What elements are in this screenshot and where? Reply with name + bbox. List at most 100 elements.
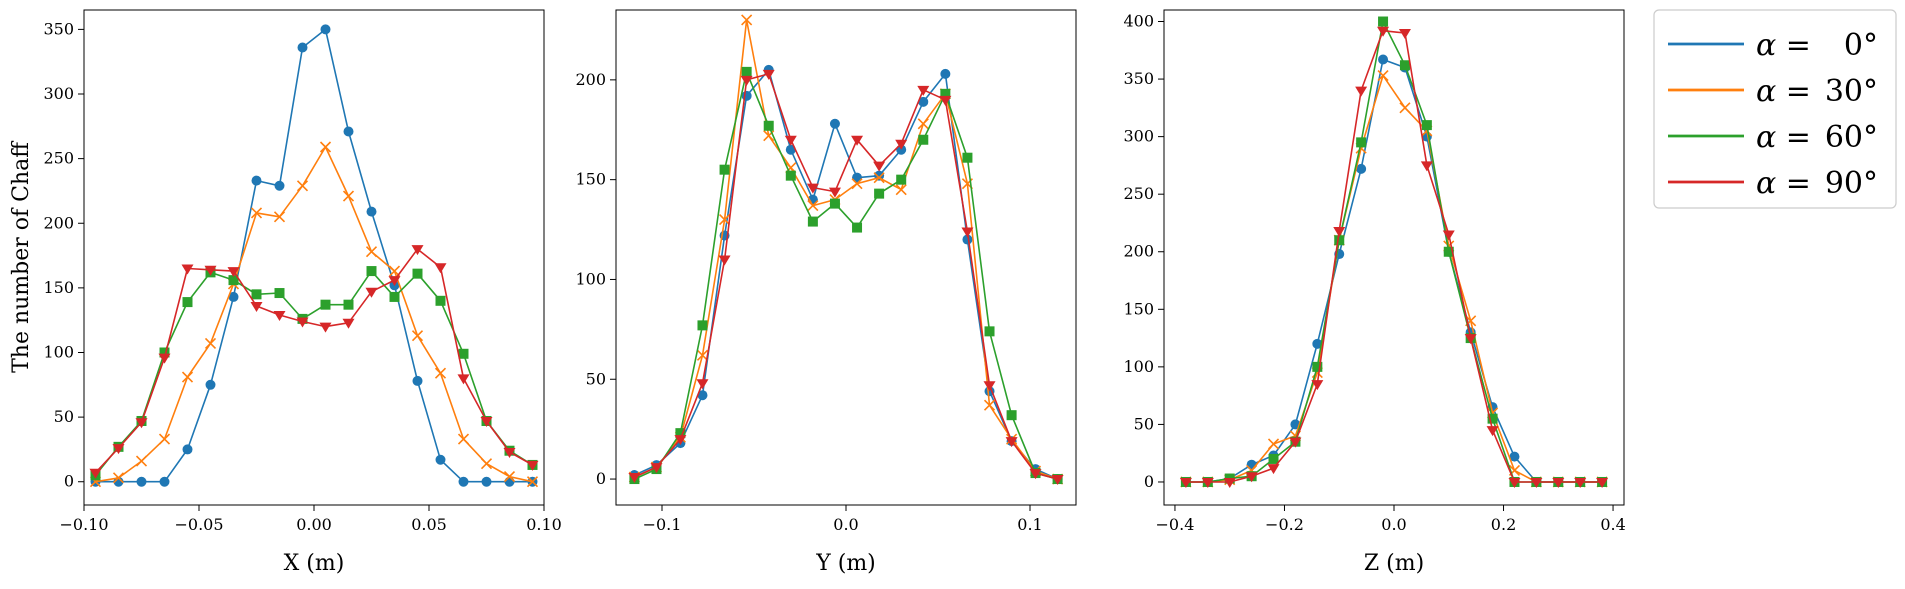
p2-point-alpha_60-4 <box>1268 453 1279 464</box>
p0-point-alpha_30-12 <box>365 246 378 258</box>
p2-point-alpha_90-18 <box>1574 477 1587 488</box>
p1-line-alpha_60 <box>634 71 1058 480</box>
p1-point-alpha_90-18 <box>1029 469 1042 480</box>
p0-point-alpha_90-12 <box>365 287 378 298</box>
p0-point-alpha_30-2 <box>135 455 148 467</box>
p0-point-alpha_30-3 <box>158 433 171 445</box>
p1-point-alpha_60-10 <box>852 222 863 233</box>
p1-point-alpha_30-8 <box>807 200 819 212</box>
p2-point-alpha_0-3 <box>1246 459 1257 470</box>
p1-point-alpha_90-6 <box>762 69 775 80</box>
p0-point-alpha_90-9 <box>296 317 309 328</box>
p0-point-alpha_0-15 <box>435 454 446 465</box>
p1-point-alpha_60-17 <box>1006 410 1017 421</box>
p0-point-alpha_30-7 <box>250 207 263 219</box>
p1-point-alpha_30-4 <box>718 214 731 226</box>
p1-point-alpha_30-5 <box>741 14 753 26</box>
p0-point-alpha_90-5 <box>204 265 217 276</box>
p1-point-alpha_0-5 <box>741 90 752 101</box>
p0-point-alpha_90-11 <box>342 318 355 329</box>
p0-xtick-label-3: 0.05 <box>411 515 447 534</box>
p1-point-alpha_60-11 <box>874 188 885 199</box>
p0-ytick-label-4: 200 <box>43 213 74 232</box>
p0-xtick-label-1: −0.05 <box>174 515 223 534</box>
p1-point-alpha_60-5 <box>741 66 752 77</box>
p0-ytick-label-6: 300 <box>43 84 74 103</box>
p1-point-alpha_90-0 <box>628 473 641 484</box>
legend-label-prefix-alpha_30: α = <box>1756 74 1811 109</box>
p2-series-alpha_0 <box>1180 54 1608 487</box>
p0-point-alpha_0-14 <box>412 375 423 386</box>
p0-point-alpha_90-14 <box>411 245 424 256</box>
p1-point-alpha_60-2 <box>675 428 686 439</box>
p0-point-alpha_60-10 <box>320 299 331 310</box>
p0-point-alpha_90-6 <box>227 267 240 278</box>
p0-point-alpha_0-11 <box>343 126 354 137</box>
p2-ytick-label-7: 350 <box>1123 69 1154 88</box>
subplot-x-distribution: −0.10 −0.05 0.00 0.05 0.10 0 50 100 150 200 250 300… <box>9 9 562 576</box>
p2-xtick-label-1: −0.2 <box>1265 515 1304 534</box>
p0-point-alpha_0-2 <box>136 476 147 487</box>
p1-point-alpha_90-2 <box>674 435 687 446</box>
p2-point-alpha_90-0 <box>1179 477 1192 488</box>
p2-xtick-label-2: 0.0 <box>1381 515 1406 534</box>
p1-ytick-label-1: 50 <box>586 369 606 388</box>
legend-box <box>1653 9 1897 209</box>
p0-point-alpha_90-13 <box>388 276 401 287</box>
p1-point-alpha_60-6 <box>763 120 774 131</box>
p1-line-alpha_30 <box>634 19 1058 480</box>
p2-point-alpha_90-5 <box>1289 437 1302 448</box>
p2-point-alpha_90-7 <box>1333 227 1346 238</box>
p1-point-alpha_60-3 <box>697 320 708 331</box>
p1-point-alpha_30-16 <box>983 399 996 411</box>
p2-series-alpha_60 <box>1180 16 1608 487</box>
p1-point-alpha_60-9 <box>829 198 840 209</box>
p0-point-alpha_90-17 <box>480 416 493 427</box>
p0-point-alpha_30-8 <box>273 211 286 223</box>
p1-point-alpha_60-7 <box>785 170 796 181</box>
p2-point-alpha_90-10 <box>1398 29 1411 40</box>
p0-point-alpha_0-8 <box>274 180 285 191</box>
p2-series-alpha_90 <box>1179 26 1609 488</box>
p0-series-alpha_60 <box>90 266 538 481</box>
p1-point-alpha_90-15 <box>961 227 974 238</box>
p0-line-alpha_60 <box>94 270 533 476</box>
p2-point-alpha_90-11 <box>1420 161 1433 172</box>
p1-point-alpha_30-12 <box>895 184 907 196</box>
p2-point-alpha_60-8 <box>1356 137 1367 148</box>
p2-ytick-label-5: 250 <box>1123 184 1154 203</box>
p1-point-alpha_30-3 <box>696 349 709 361</box>
legend: α = 0° α = 30° α = 60° α = 90° <box>1653 9 1897 209</box>
p1-point-alpha_90-4 <box>718 255 731 266</box>
p0-point-alpha_0-6 <box>228 291 239 302</box>
p1-series-alpha_90 <box>628 69 1064 486</box>
p2-point-alpha_90-14 <box>1486 426 1499 437</box>
p2-point-alpha_90-4 <box>1267 464 1280 475</box>
p1-point-alpha_90-9 <box>828 187 841 198</box>
p1-xlabel: Y (m) <box>815 551 876 576</box>
p0-point-alpha_30-4 <box>181 371 194 383</box>
p0-point-alpha_90-2 <box>135 418 148 429</box>
p1-point-alpha_90-11 <box>873 161 886 172</box>
p2-ytick-label-6: 300 <box>1123 127 1154 146</box>
p2-point-alpha_0-6 <box>1312 338 1323 349</box>
p0-point-alpha_60-16 <box>458 348 469 359</box>
p1-point-alpha_60-14 <box>940 88 951 99</box>
p2-ytick-label-0: 0 <box>1144 472 1154 491</box>
p0-point-alpha_60-4 <box>182 297 193 308</box>
p1-point-alpha_90-19 <box>1051 475 1064 486</box>
p0-point-alpha_0-7 <box>251 175 262 186</box>
legend-label-prefix-alpha_60: α = <box>1756 120 1811 155</box>
p0-ylabel: The number of Chaff <box>9 141 34 373</box>
p0-point-alpha_90-7 <box>250 301 263 312</box>
p0-series-alpha_90 <box>89 245 539 479</box>
p0-ytick-label-2: 100 <box>43 342 74 361</box>
legend-label-value-alpha_90: 90° <box>1825 166 1878 201</box>
p0-point-alpha_0-5 <box>205 379 216 390</box>
p1-point-alpha_90-5 <box>740 75 753 86</box>
p1-point-alpha_0-9 <box>829 118 840 129</box>
p0-point-alpha_0-4 <box>182 444 193 455</box>
p0-point-alpha_90-18 <box>503 448 516 459</box>
p1-point-alpha_0-7 <box>785 144 796 155</box>
p1-ytick-label-0: 0 <box>596 469 606 488</box>
